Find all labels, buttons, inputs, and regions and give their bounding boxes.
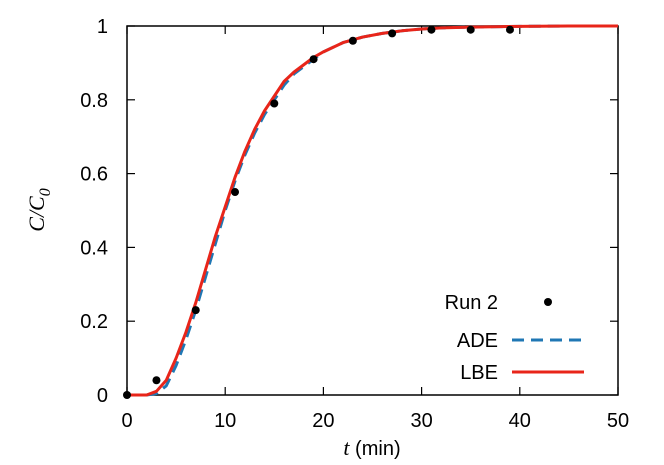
y-tick-label: 0.2 — [80, 311, 108, 333]
data-point-run-2 — [348, 36, 357, 45]
y-tick-label: 0.6 — [80, 164, 108, 186]
series-group — [123, 24, 618, 399]
data-point-run-2 — [309, 55, 318, 64]
legend: Run 2 ADE LBE — [445, 292, 584, 384]
data-point-run-2 — [152, 376, 161, 385]
y-axis-label: C/C0 — [24, 188, 54, 231]
x-tick-label: 40 — [509, 410, 531, 432]
legend-label-ade: ADE — [457, 330, 498, 352]
data-point-run-2 — [191, 306, 200, 315]
ticks: 0 10 20 30 40 50 0 0.2 0.4 0.6 0.8 1 — [80, 16, 629, 432]
y-tick-label: 1 — [97, 16, 108, 38]
x-tick-label: 0 — [121, 410, 132, 432]
data-point-run-2 — [270, 99, 279, 108]
y-axis-subscript: 0 — [37, 188, 54, 196]
legend-label-run-2: Run 2 — [445, 292, 498, 314]
x-axis-unit: (min) — [350, 438, 401, 460]
legend-marker-run-2 — [544, 298, 552, 306]
data-point-run-2 — [388, 29, 397, 38]
data-point-run-2 — [427, 25, 436, 34]
data-point-run-2 — [505, 25, 514, 34]
data-point-run-2 — [123, 391, 131, 399]
y-axis-main: C/C — [24, 196, 49, 232]
data-point-run-2 — [231, 188, 240, 197]
series-line-ade — [127, 24, 618, 397]
x-tick-label: 10 — [214, 410, 236, 432]
x-tick-label: 50 — [607, 410, 629, 432]
x-axis-variable: t — [343, 435, 350, 460]
y-tick-label: 0.4 — [80, 237, 108, 259]
y-tick-label: 0 — [97, 385, 108, 407]
legend-label-lbe: LBE — [460, 362, 498, 384]
plot-frame — [126, 25, 619, 396]
x-tick-label: 20 — [312, 410, 334, 432]
x-axis-label: t (min) — [343, 435, 400, 460]
data-point-run-2 — [466, 25, 475, 34]
series-line-lbe — [127, 24, 618, 397]
y-tick-label: 0.8 — [80, 90, 108, 112]
x-tick-label: 30 — [410, 410, 432, 432]
